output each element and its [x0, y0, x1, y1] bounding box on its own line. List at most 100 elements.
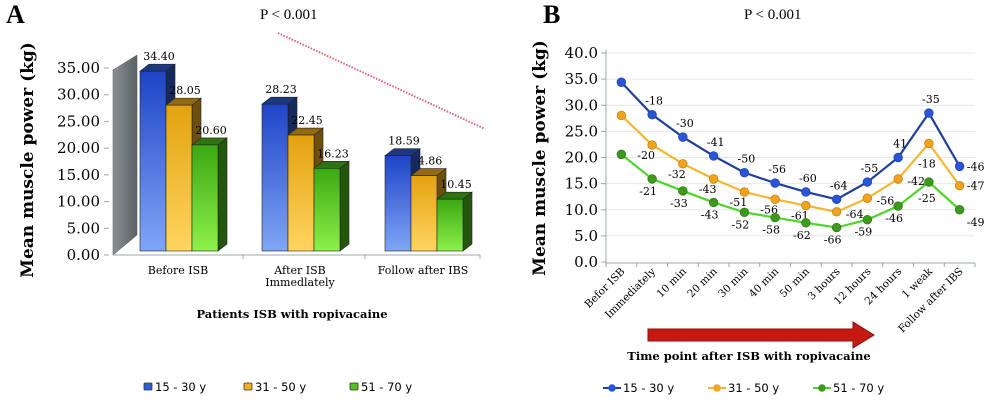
panel-b-data-point: [739, 207, 750, 218]
panel-a-y-tick-label: 25.00: [57, 112, 100, 130]
panel-b-letter: B: [543, 0, 560, 29]
panel-b-data-point: [924, 138, 934, 149]
panel-b-point-label: -25: [918, 192, 936, 205]
panel-b-category-label: 40 min: [747, 265, 782, 300]
panel-b-data-point: [862, 193, 873, 203]
panel-b-data-point: [801, 200, 811, 211]
panel-b-data-point: [831, 194, 842, 205]
panel-b-y-tick-label: 20.0: [565, 149, 598, 167]
panel-b-point-label: -56: [768, 163, 786, 176]
panel-b-data-point: [801, 218, 811, 228]
panel-b-point-label: -56: [877, 194, 895, 207]
panel-b-data-point: [647, 140, 657, 150]
panel-b-point-label: -52: [732, 218, 750, 231]
panel-a-bar-label: 16.23: [317, 147, 349, 160]
panel-b-data-point: [678, 159, 688, 169]
panel-b-data-point: [647, 109, 657, 120]
legend-swatch: [243, 382, 253, 391]
legend-marker: [818, 384, 826, 392]
panel-a-y-tick-label: 30.00: [57, 86, 100, 104]
panel-b-data-point: [893, 174, 903, 184]
panel-a-y-tick-label: 10.00: [57, 193, 100, 211]
legend-label: 51 - 70 y: [833, 381, 884, 395]
panel-a-bar-label: 34.40: [143, 50, 175, 63]
panel-a-back-wall: [112, 54, 138, 256]
panel-b-y-tick-label: 25.0: [565, 122, 598, 140]
panel-b-point-label: -49: [967, 216, 985, 229]
panel-a-category-label: Immedlately: [265, 276, 335, 289]
panel-b-y-tick-label: 10.0: [565, 201, 598, 219]
panel-b-data-point: [616, 77, 627, 87]
panel-b-data-point: [616, 149, 627, 160]
panel-b-y-axis-title: Mean muscle power (kg): [530, 40, 550, 276]
panel-b-y-tick-label: 35.0: [565, 70, 598, 88]
panel-b-data-point: [770, 212, 780, 223]
panel-a-y-tick-label: 35.00: [57, 59, 100, 77]
panel-a: A P < 0.001 Mean muscle power (kg) Patie…: [6, 0, 486, 394]
legend-label: 51 - 70 y: [361, 380, 412, 394]
panel-a-bar-side: [217, 137, 228, 252]
panel-b-point-label: -33: [670, 197, 688, 210]
legend-marker: [713, 384, 721, 392]
panel-b-data-point: [862, 214, 873, 225]
panel-b-data-point: [678, 132, 688, 142]
panel-a-trend-line: [277, 32, 486, 130]
panel-b-point-label: -30: [676, 117, 694, 130]
legend-marker: [608, 384, 616, 392]
panel-b-point-label: -18: [918, 157, 936, 170]
time-direction-arrow: [647, 321, 875, 349]
panel-b-point-label: -43: [701, 208, 719, 221]
panel-b-data-point: [924, 177, 934, 187]
panel-b-point-label: -58: [762, 224, 780, 237]
legend-swatch: [143, 382, 153, 391]
panel-b-data-point: [801, 187, 811, 197]
panel-a-category-label: After ISB: [273, 264, 325, 277]
panel-a-y-tick-label: 0.00: [67, 246, 100, 264]
panel-b-point-label: -47: [967, 180, 985, 193]
panel-a-bar: [436, 198, 464, 252]
panel-b-data-point: [831, 207, 842, 217]
legend-label: 15 - 30 y: [155, 380, 206, 394]
panel-b-y-tick-label: 5.0: [574, 227, 598, 245]
legend-label: 31 - 50 y: [728, 381, 779, 395]
panel-a-bar: [191, 144, 219, 252]
legend-label: 31 - 50 y: [255, 380, 306, 394]
panel-b-data-point: [770, 194, 780, 205]
panel-b-data-point: [616, 110, 627, 121]
panel-b-point-label: -21: [639, 185, 657, 198]
panel-a-bar-side: [339, 160, 350, 252]
panel-b-data-point: [647, 174, 657, 184]
panel-b-data-point: [954, 181, 965, 191]
panel-a-y-tick-label: 15.00: [57, 166, 100, 184]
panel-b-data-point: [739, 167, 750, 178]
panel-b-data-point: [893, 152, 903, 163]
panel-b-data-point: [862, 177, 873, 187]
panel-b-data-point: [924, 108, 934, 118]
panel-a-bar-side: [462, 191, 473, 252]
panel-b-point-label: -51: [730, 196, 748, 209]
panel-a-bar-label: 28.05: [169, 84, 201, 97]
panel-b-data-point: [954, 205, 965, 215]
panel-a-y-tick-label: 5.00: [67, 219, 100, 237]
panel-b-y-tick-label: 15.0: [565, 175, 598, 193]
panel-a-bar-label: 20.60: [195, 124, 227, 137]
panel-a-x-axis-title: Patients ISB with ropivacaine: [196, 307, 387, 321]
panel-a-bar: [410, 175, 438, 252]
panel-a-bar: [165, 104, 193, 252]
panel-a-bar: [261, 103, 289, 252]
panel-b-point-label: -43: [699, 183, 717, 196]
panel-b-point-label: -18: [645, 95, 663, 108]
panel-a-bar: [313, 167, 341, 252]
panel-b-data-point: [708, 197, 719, 208]
panel-b-point-label: -56: [760, 203, 778, 216]
panel-a-bar-label: 10.45: [440, 178, 472, 191]
panel-b-data-point: [770, 178, 780, 188]
panel-b-point-label: -46: [885, 212, 903, 225]
panel-b-data-point: [893, 201, 903, 211]
panel-b-data-point: [739, 187, 750, 197]
panel-b-point-label: -32: [668, 168, 686, 181]
panel-a-p-value: P < 0.001: [260, 7, 318, 23]
panel-a-category-label: Before ISB: [148, 264, 209, 277]
panel-b-category-label: 20 min: [685, 265, 720, 300]
